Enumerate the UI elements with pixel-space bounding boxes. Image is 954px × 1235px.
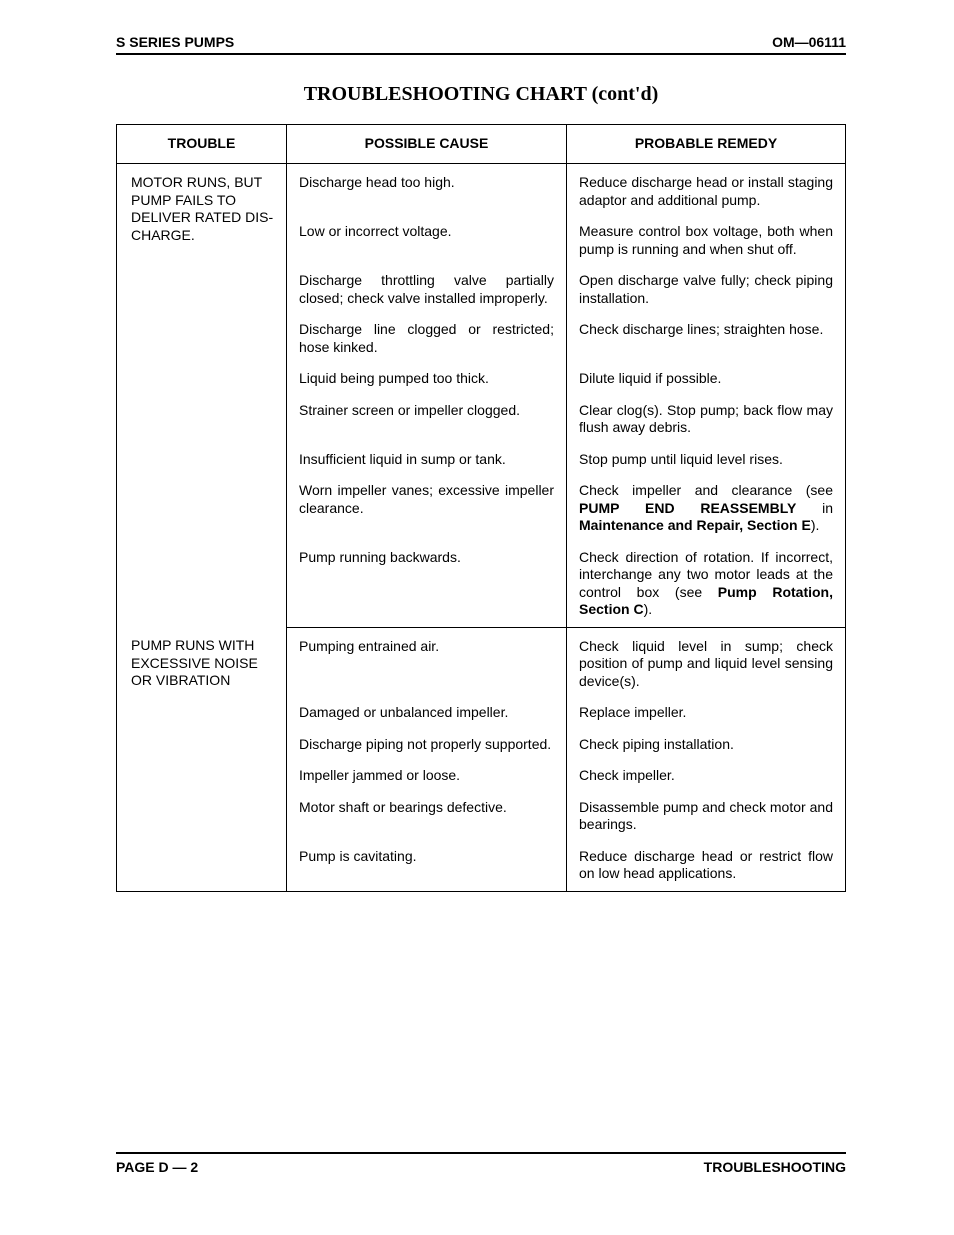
cause-cell: Discharge piping not properly sup­ported… — [287, 730, 567, 762]
table-row: PUMP RUNS WITH EXCES­SIVE NOISE OR VIBRA… — [117, 627, 846, 698]
cause-cell: Insufficient liquid in sump or tank. — [287, 445, 567, 477]
cause-cell: Low or incorrect voltage. — [287, 217, 567, 266]
remedy-cell: Disassemble pump and check mo­tor and be… — [567, 793, 846, 842]
remedy-cell: Check discharge lines; straighten hose. — [567, 315, 846, 364]
header-left: S SERIES PUMPS — [116, 34, 234, 50]
cause-cell: Worn impeller vanes; excessive im­peller… — [287, 476, 567, 543]
cause-cell: Pumping entrained air. — [287, 627, 567, 698]
cause-cell: Pump running backwards. — [287, 543, 567, 628]
remedy-cell: Reduce discharge head or install staging… — [567, 164, 846, 218]
troubleshooting-table: TROUBLE POSSIBLE CAUSE PROBABLE REMEDY M… — [116, 124, 846, 892]
remedy-cell: Clear clog(s). Stop pump; back flow may … — [567, 396, 846, 445]
col-header-cause: POSSIBLE CAUSE — [287, 125, 567, 164]
cause-cell: Pump is cavitating. — [287, 842, 567, 892]
col-header-trouble: TROUBLE — [117, 125, 287, 164]
remedy-cell: Measure control box voltage, both when p… — [567, 217, 846, 266]
page-footer: PAGE D — 2 TROUBLESHOOTING — [116, 1152, 846, 1175]
cause-cell: Damaged or unbalanced impeller. — [287, 698, 567, 730]
col-header-remedy: PROBABLE REMEDY — [567, 125, 846, 164]
remedy-cell: Open discharge valve fully; check piping… — [567, 266, 846, 315]
trouble-cell: MOTOR RUNS, BUT PUMP FAILS TO DELIVER RA… — [117, 164, 287, 628]
remedy-cell: Stop pump until liquid level rises. — [567, 445, 846, 477]
cause-cell: Motor shaft or bearings defective. — [287, 793, 567, 842]
cause-cell: Impeller jammed or loose. — [287, 761, 567, 793]
remedy-cell: Reduce discharge head or restrict flow o… — [567, 842, 846, 892]
header-right: OM—06111 — [772, 34, 846, 50]
footer-left: PAGE D — 2 — [116, 1159, 198, 1175]
table-header-row: TROUBLE POSSIBLE CAUSE PROBABLE REMEDY — [117, 125, 846, 164]
remedy-cell: Check piping installation. — [567, 730, 846, 762]
remedy-cell: Check impeller and clearance (see PUMP E… — [567, 476, 846, 543]
cause-cell: Discharge throttling valve partially clo… — [287, 266, 567, 315]
table-row: MOTOR RUNS, BUT PUMP FAILS TO DELIVER RA… — [117, 164, 846, 218]
cause-cell: Discharge line clogged or restricted; ho… — [287, 315, 567, 364]
remedy-cell: Check liquid level in sump; check positi… — [567, 627, 846, 698]
trouble-cell: PUMP RUNS WITH EXCES­SIVE NOISE OR VIBRA… — [117, 627, 287, 891]
cause-cell: Strainer screen or impeller clogged. — [287, 396, 567, 445]
page-header: S SERIES PUMPS OM—06111 — [116, 34, 846, 55]
remedy-cell: Check direction of rotation. If incor­re… — [567, 543, 846, 628]
remedy-cell: Check impeller. — [567, 761, 846, 793]
cause-cell: Liquid being pumped too thick. — [287, 364, 567, 396]
page-title: TROUBLESHOOTING CHART (cont'd) — [116, 83, 846, 106]
footer-right: TROUBLESHOOTING — [704, 1159, 846, 1175]
remedy-cell: Replace impeller. — [567, 698, 846, 730]
cause-cell: Discharge head too high. — [287, 164, 567, 218]
remedy-cell: Dilute liquid if possible. — [567, 364, 846, 396]
